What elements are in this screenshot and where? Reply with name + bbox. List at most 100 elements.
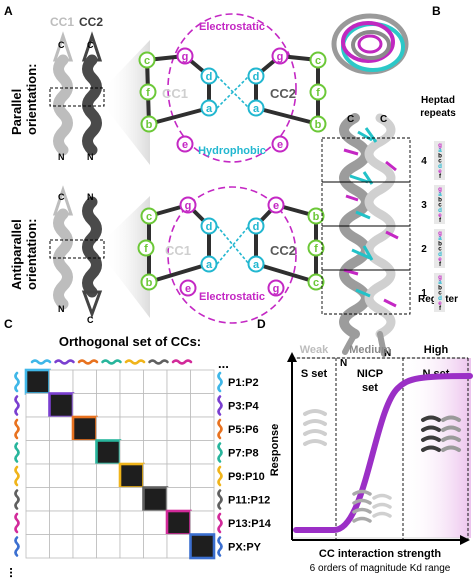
heptad-letter: g <box>182 51 189 63</box>
grid-cell <box>96 534 121 559</box>
heptad-letter: d <box>206 221 213 233</box>
column-helix-icon <box>101 359 122 365</box>
heptad-letter: a <box>206 259 213 271</box>
pair-label: P3:P4 <box>228 401 259 413</box>
grid-cell-interacting <box>24 368 51 395</box>
heptad-node-cc1-e: e <box>179 279 197 297</box>
grid-cell <box>49 510 74 535</box>
grid-cell <box>25 510 50 535</box>
nicp-label-1: NICP <box>357 368 383 380</box>
grid-cell <box>72 369 97 394</box>
anti-heptad-nodes: c g d a b f e e b d a g c f <box>137 196 325 297</box>
grid-cell <box>190 463 215 488</box>
pair-helix-icon <box>217 465 223 487</box>
heptad-node-cc2-f: f <box>307 239 325 257</box>
x-axis-label: CC interaction strength <box>319 548 442 560</box>
heptad-node-cc2-d: d <box>247 67 265 85</box>
side-n-left: N <box>340 358 347 369</box>
grid-cell <box>143 510 168 535</box>
y-axis-arrow <box>287 352 297 362</box>
heptad-letter: b <box>146 119 153 131</box>
register-letter: e <box>438 256 442 263</box>
parallel-helix-pair <box>49 31 105 156</box>
heptad-letter: f <box>316 87 320 99</box>
parallel-cross-section: CC1 CC2 <box>145 13 320 163</box>
y-axis-label: Response <box>269 424 281 477</box>
antiparallel-helix-pair <box>49 185 105 319</box>
helix-top-view <box>331 13 409 75</box>
heptad-node-cc2-g: g <box>271 47 289 65</box>
row-helix-icon <box>14 536 20 557</box>
register-letter: f <box>439 217 442 224</box>
row-helix-icon <box>14 371 20 393</box>
panel-letter-d: D <box>257 317 266 331</box>
pair-label: P7:P8 <box>228 448 259 460</box>
heptad-node-cc1-f: f <box>139 83 157 101</box>
grid-cell <box>96 416 121 441</box>
register-letter: d <box>438 207 442 214</box>
row-helix-icon <box>14 418 20 440</box>
grid-cell <box>49 534 74 559</box>
parallel-heptad-nodes: c g d a b f e g c d a e b f <box>138 47 327 153</box>
grid-cell <box>166 440 191 465</box>
grid-cell <box>49 463 74 488</box>
register-letter: b <box>438 152 442 159</box>
heptad-letter: c <box>146 211 152 223</box>
grid-cell <box>96 369 121 394</box>
pair-label: P9:P10 <box>228 471 265 483</box>
grid-cell <box>25 463 50 488</box>
heptad-letter: b <box>313 211 320 223</box>
heptad-node-cc1-c: c <box>140 207 158 225</box>
row-helix-icon <box>14 465 20 487</box>
grid-cell-interacting <box>95 439 122 466</box>
antiparallel-label-1: Antiparallel <box>9 219 24 290</box>
register-letter: e <box>438 212 442 219</box>
anti-c-left: C <box>58 192 65 202</box>
heptad-node-cc2-c: c <box>309 51 327 69</box>
pair-label: PX:PY <box>228 542 262 554</box>
heptad-letter: d <box>206 71 213 83</box>
grid-cell <box>119 416 144 441</box>
grid-cell <box>119 393 144 418</box>
heptad-letter: a <box>253 103 260 115</box>
heptad-node-cc1-b: b <box>140 273 158 291</box>
heptad-node-cc2-a: a <box>247 99 265 117</box>
heptad-letter: a <box>253 259 260 271</box>
grid-cell <box>190 416 215 441</box>
x-axis-arrow <box>460 535 470 545</box>
antiparallel-label-2: orientation: <box>24 219 39 291</box>
grid-cell-interacting <box>189 533 216 560</box>
grid-cell <box>25 534 50 559</box>
repeat-bar <box>434 185 445 224</box>
heptad-letter: b <box>315 119 322 131</box>
grid-cell <box>72 463 97 488</box>
parallel-c-left: C <box>58 40 65 50</box>
s-set-label: S set <box>301 368 328 380</box>
grid-cell <box>190 510 215 535</box>
repeat-number: 2 <box>421 244 427 255</box>
orthogonal-title: Orthogonal set of CCs: <box>59 334 201 349</box>
parallel-n-right: N <box>87 152 94 162</box>
register-letter: a <box>438 191 442 198</box>
panel-letter-c: C <box>4 317 13 331</box>
grid-cell <box>143 534 168 559</box>
heptad-node-cc2-e: e <box>267 196 285 214</box>
heptad-letter: e <box>182 139 188 151</box>
nicp-label-2: set <box>362 382 378 394</box>
heptad-node-cc2-b: b <box>309 115 327 133</box>
heptad-letter: g <box>277 51 284 63</box>
heptad-letter: e <box>185 283 191 295</box>
grid-cell <box>143 463 168 488</box>
parallel-cs-labels: Electrostatic Hydrophobic <box>198 21 266 157</box>
heptad-letter: a <box>206 103 213 115</box>
heptad-title-1: Heptad <box>421 95 455 106</box>
grid-cell <box>166 393 191 418</box>
parallel-label-2: orientation: <box>24 64 39 136</box>
heptad-letter: d <box>253 71 260 83</box>
grid-cell <box>96 463 121 488</box>
register-letter: c <box>438 202 442 209</box>
register-letter: g <box>438 186 442 193</box>
anti-zoom-cone <box>104 196 150 318</box>
